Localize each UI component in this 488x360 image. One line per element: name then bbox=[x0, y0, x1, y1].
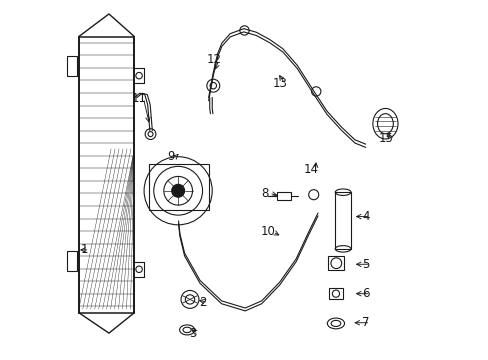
Text: 13: 13 bbox=[272, 77, 287, 90]
Text: 14: 14 bbox=[303, 163, 318, 176]
Text: 5: 5 bbox=[361, 258, 368, 271]
Text: 11: 11 bbox=[131, 92, 146, 105]
Bar bbox=[67, 56, 77, 76]
Text: 1: 1 bbox=[81, 243, 88, 256]
Text: 2: 2 bbox=[199, 296, 206, 309]
Text: 10: 10 bbox=[260, 225, 275, 238]
Text: 12: 12 bbox=[206, 53, 222, 66]
Bar bbox=[276, 192, 290, 200]
Circle shape bbox=[171, 184, 184, 197]
Bar bbox=[328, 256, 344, 270]
Text: 7: 7 bbox=[361, 316, 369, 329]
Polygon shape bbox=[79, 37, 134, 313]
Text: 15: 15 bbox=[378, 132, 393, 145]
Bar bbox=[149, 164, 209, 211]
Text: 3: 3 bbox=[188, 327, 196, 339]
Text: 8: 8 bbox=[261, 187, 268, 200]
Bar bbox=[335, 192, 350, 249]
Bar bbox=[328, 288, 343, 299]
Text: 9: 9 bbox=[167, 150, 174, 163]
Bar bbox=[67, 251, 77, 271]
Text: 6: 6 bbox=[361, 287, 369, 300]
Text: 4: 4 bbox=[361, 210, 369, 223]
